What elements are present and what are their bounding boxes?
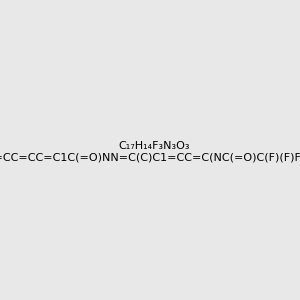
Text: C₁₇H₁₄F₃N₃O₃
OC1=CC=CC=C1C(=O)NN=C(C)C1=CC=C(NC(=O)C(F)(F)F)C=C1: C₁₇H₁₄F₃N₃O₃ OC1=CC=CC=C1C(=O)NN=C(C)C1=…	[0, 141, 300, 162]
